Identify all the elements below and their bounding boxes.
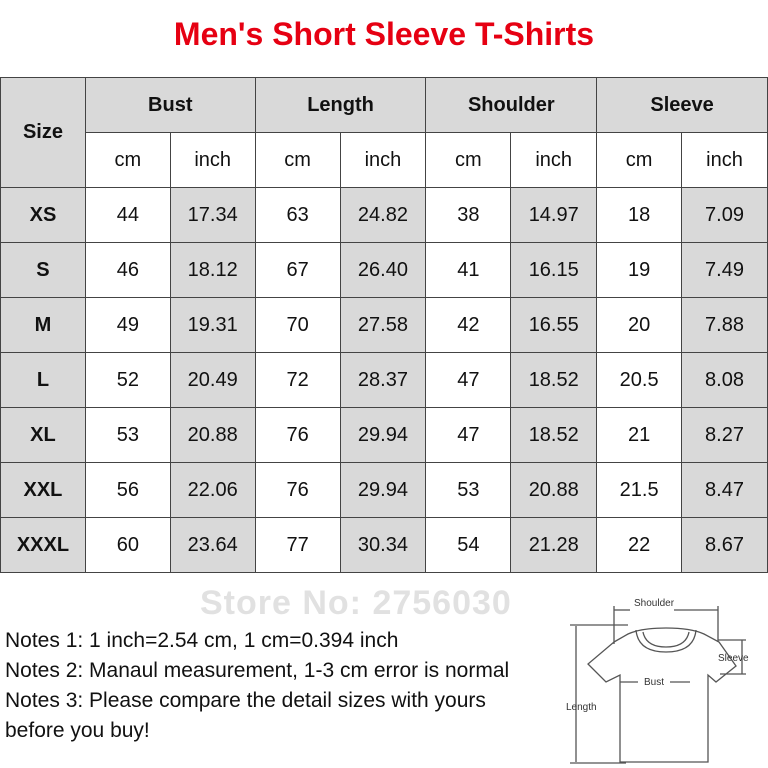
unit-header: cm — [84, 132, 171, 188]
inch-value-cell: 7.88 — [681, 297, 768, 353]
inch-value-cell: 19.31 — [169, 297, 256, 353]
cm-value-cell: 56 — [84, 462, 171, 518]
inch-value-cell: 20.49 — [169, 352, 256, 408]
inch-value-cell: 17.34 — [169, 187, 256, 243]
inch-value-cell: 28.37 — [339, 352, 427, 408]
cm-value-cell: 42 — [425, 297, 512, 353]
cm-value-cell: 47 — [425, 407, 512, 463]
shoulder-label: Shoulder — [634, 598, 675, 609]
inch-value-cell: 7.09 — [681, 187, 768, 243]
length-label: Length — [566, 702, 597, 713]
cm-value-cell: 44 — [84, 187, 171, 243]
cm-value-cell: 21 — [596, 407, 683, 463]
cm-value-cell: 47 — [425, 352, 512, 408]
page-title: Men's Short Sleeve T-Shirts — [173, 16, 595, 52]
note-3: Notes 3: Please compare the detail sizes… — [5, 689, 486, 742]
cm-value-cell: 67 — [254, 242, 341, 298]
inch-value-cell: 22.06 — [169, 462, 256, 518]
inch-value-cell: 8.27 — [681, 407, 768, 463]
table-row: L 52 20.49 72 28.37 47 18.52 20.5 8.08 — [0, 352, 768, 408]
cm-value-cell: 22 — [596, 517, 683, 573]
table-row: XS 44 17.34 63 24.82 38 14.97 18 7.09 — [0, 187, 768, 243]
inch-value-cell: 16.15 — [510, 242, 598, 298]
inch-value-cell: 14.97 — [510, 187, 598, 243]
sleeve-label: Sleeve — [718, 653, 749, 664]
cm-value-cell: 63 — [254, 187, 341, 243]
cm-value-cell: 18 — [596, 187, 683, 243]
cm-value-cell: 60 — [84, 517, 171, 573]
size-cell: XL — [0, 407, 86, 463]
group-header-bust: Bust — [84, 77, 256, 133]
group-header-length: Length — [254, 77, 427, 133]
cm-value-cell: 53 — [84, 407, 171, 463]
notes: Notes 1: 1 inch=2.54 cm, 1 cm=0.394 inch… — [5, 626, 545, 746]
table-row: XXXL 60 23.64 77 30.34 54 21.28 22 8.67 — [0, 517, 768, 573]
inch-value-cell: 18.52 — [510, 352, 598, 408]
cm-value-cell: 53 — [425, 462, 512, 518]
table-row: S 46 18.12 67 26.40 41 16.15 19 7.49 — [0, 242, 768, 298]
inch-value-cell: 24.82 — [339, 187, 427, 243]
unit-header: cm — [596, 132, 683, 188]
cm-value-cell: 52 — [84, 352, 171, 408]
inch-value-cell: 29.94 — [339, 407, 427, 463]
cm-value-cell: 20 — [596, 297, 683, 353]
inch-value-cell: 8.08 — [681, 352, 768, 408]
note-2: Notes 2: Manaul measurement, 1-3 cm erro… — [5, 659, 510, 682]
inch-value-cell: 27.58 — [339, 297, 427, 353]
unit-header: cm — [254, 132, 341, 188]
inch-value-cell: 8.47 — [681, 462, 768, 518]
cm-value-cell: 72 — [254, 352, 341, 408]
group-header-shoulder: Shoulder — [425, 77, 598, 133]
cm-value-cell: 38 — [425, 187, 512, 243]
inch-value-cell: 8.67 — [681, 517, 768, 573]
note-1: Notes 1: 1 inch=2.54 cm, 1 cm=0.394 inch — [5, 629, 399, 652]
size-cell: M — [0, 297, 86, 353]
group-header-sleeve: Sleeve — [596, 77, 768, 133]
watermark: Store No: 2756030 — [200, 584, 512, 622]
cm-value-cell: 76 — [254, 462, 341, 518]
table-row: XL 53 20.88 76 29.94 47 18.52 21 8.27 — [0, 407, 768, 463]
size-cell: XXXL — [0, 517, 86, 573]
cm-value-cell: 49 — [84, 297, 171, 353]
size-cell: L — [0, 352, 86, 408]
unit-header: inch — [510, 132, 598, 188]
cm-value-cell: 41 — [425, 242, 512, 298]
cm-value-cell: 20.5 — [596, 352, 683, 408]
inch-value-cell: 16.55 — [510, 297, 598, 353]
size-chart-table: Size Bust Length Shoulder Sleeve cm inch c… — [0, 77, 768, 573]
unit-header: inch — [681, 132, 768, 188]
inch-value-cell: 7.49 — [681, 242, 768, 298]
cm-value-cell: 21.5 — [596, 462, 683, 518]
inch-value-cell: 30.34 — [339, 517, 427, 573]
cm-value-cell: 77 — [254, 517, 341, 573]
cm-value-cell: 76 — [254, 407, 341, 463]
size-cell: XS — [0, 187, 86, 243]
inch-value-cell: 21.28 — [510, 517, 598, 573]
size-cell: S — [0, 242, 86, 298]
bust-label: Bust — [644, 677, 664, 688]
tshirt-measurement-diagram: Shoulder Sleeve Bust Length — [566, 598, 749, 764]
inch-value-cell: 26.40 — [339, 242, 427, 298]
unit-header: inch — [339, 132, 427, 188]
size-header: Size — [0, 77, 86, 188]
inch-value-cell: 23.64 — [169, 517, 256, 573]
table-row: M 49 19.31 70 27.58 42 16.55 20 7.88 — [0, 297, 768, 353]
inch-value-cell: 29.94 — [339, 462, 427, 518]
cm-value-cell: 70 — [254, 297, 341, 353]
inch-value-cell: 20.88 — [169, 407, 256, 463]
cm-value-cell: 19 — [596, 242, 683, 298]
cm-value-cell: 46 — [84, 242, 171, 298]
inch-value-cell: 18.12 — [169, 242, 256, 298]
table-row: XXL 56 22.06 76 29.94 53 20.88 21.5 8.47 — [0, 462, 768, 518]
size-cell: XXL — [0, 462, 86, 518]
inch-value-cell: 18.52 — [510, 407, 598, 463]
tshirt-outline-icon — [570, 606, 746, 764]
unit-header: inch — [169, 132, 256, 188]
cm-value-cell: 54 — [425, 517, 512, 573]
inch-value-cell: 20.88 — [510, 462, 598, 518]
unit-header: cm — [425, 132, 512, 188]
